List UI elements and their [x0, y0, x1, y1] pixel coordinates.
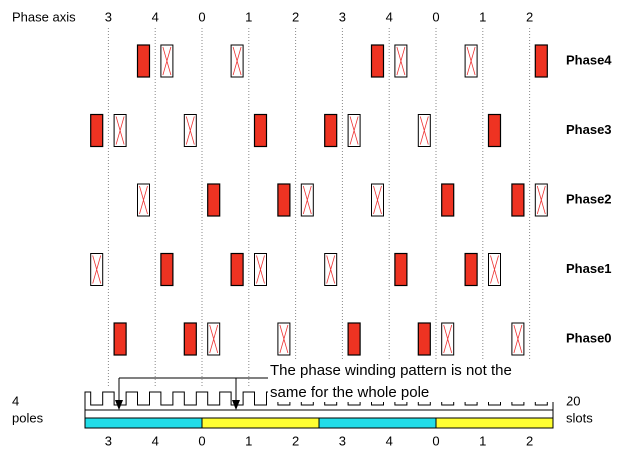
coil-cross [349, 116, 359, 145]
coil-in [253, 113, 268, 148]
coil-cross [139, 185, 148, 215]
coil-in [370, 44, 385, 78]
coil-in [511, 183, 525, 217]
coil-cross [490, 255, 499, 284]
coil-in [441, 183, 455, 217]
coil-in [347, 322, 361, 356]
phase-label: Phase0 [566, 330, 612, 345]
arrow-head [115, 400, 123, 410]
annotation: The phase winding pattern is not the [270, 362, 512, 379]
pole-band [318, 417, 437, 429]
arrow-head [232, 400, 240, 410]
coil-cross [256, 255, 265, 284]
left-label: 4 [12, 393, 19, 408]
coil-cross [513, 324, 523, 354]
coil-cross [185, 116, 195, 145]
pole-band [201, 417, 320, 429]
coil-in [487, 113, 502, 148]
annotation-bg [268, 360, 568, 402]
bottom-axis-label: 3 [339, 433, 346, 448]
coil-in [534, 44, 548, 78]
top-axis-label: 1 [245, 9, 252, 24]
top-axis-label: 2 [526, 9, 533, 24]
bottom-axis-label: 0 [432, 433, 439, 448]
coil-in [90, 113, 104, 148]
coil-in [230, 252, 244, 287]
coil-in [160, 252, 174, 287]
bottom-axis-label: 2 [292, 433, 299, 448]
phase-label: Phase4 [566, 52, 612, 67]
top-axis-label: 4 [152, 9, 159, 24]
coil-cross [92, 255, 102, 284]
coil-in [183, 322, 197, 356]
coil-cross [279, 324, 289, 354]
coil-in [464, 252, 478, 287]
top-axis-label: 0 [198, 9, 205, 24]
annotation: same for the whole pole [270, 384, 429, 401]
pole-band [84, 417, 203, 429]
bottom-axis-label: 4 [152, 433, 159, 448]
coil-cross [466, 46, 476, 76]
coil-cross [302, 185, 312, 215]
coil-cross [373, 185, 382, 215]
coil-in [394, 252, 408, 287]
right-label: slots [566, 410, 593, 425]
top-axis-label: 3 [105, 9, 112, 24]
coil-cross [536, 185, 546, 215]
top-axis-label: 3 [339, 9, 346, 24]
coil-cross [162, 46, 172, 76]
left-label: poles [12, 410, 44, 425]
top-axis-label: 1 [479, 9, 486, 24]
coil-cross [115, 116, 125, 145]
coil-in [136, 44, 151, 78]
coil-cross [443, 324, 453, 354]
bottom-axis-label: 1 [479, 433, 486, 448]
pole-band [435, 417, 554, 429]
bottom-axis-label: 3 [105, 433, 112, 448]
bottom-axis-label: 2 [526, 433, 533, 448]
phase-label: Phase3 [566, 122, 612, 137]
phase-label: Phase1 [566, 261, 612, 276]
coil-cross [209, 324, 219, 354]
stator-yoke [84, 409, 554, 419]
coil-cross [326, 255, 336, 284]
phase-label: Phase2 [566, 191, 612, 206]
coil-in [417, 322, 431, 356]
coil-in [324, 113, 338, 148]
coil-cross [232, 46, 242, 76]
top-axis-label: 2 [292, 9, 299, 24]
annotation-leader [119, 377, 268, 392]
axis-title: Phase axis [12, 9, 76, 24]
bottom-axis-label: 1 [245, 433, 252, 448]
bottom-axis-label: 0 [198, 433, 205, 448]
coil-in [207, 183, 221, 217]
bottom-axis-label: 4 [386, 433, 393, 448]
content: 3 4 0 1 2 3 4 0 1 2 3 4 0 1 2 3 4 0 1 2 Phase4 Phase3 Phase2 Ph… [84, 9, 612, 448]
top-axis-label: 0 [432, 9, 439, 24]
right-label: 20 [566, 393, 580, 408]
top-axis-label: 4 [386, 9, 393, 24]
coil-in [113, 322, 127, 356]
coil-cross [419, 116, 429, 145]
coil-cross [396, 46, 406, 76]
coil-in [277, 183, 291, 217]
